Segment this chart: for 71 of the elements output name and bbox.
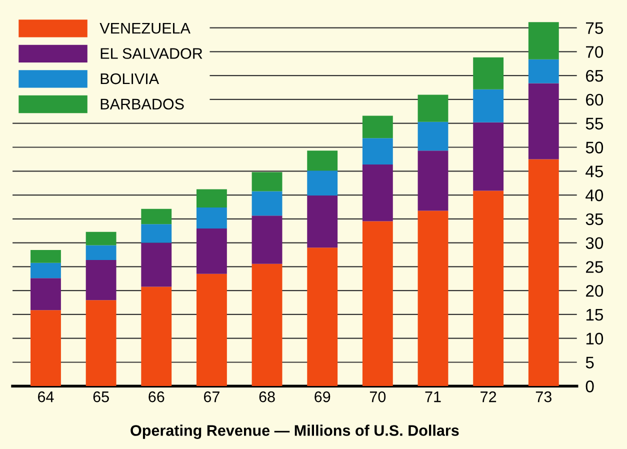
y-tick-label: 65 [586, 70, 604, 82]
y-tick-label: 60 [586, 94, 604, 106]
x-tick-label: 67 [204, 391, 220, 402]
bar [252, 172, 282, 192]
bar [86, 245, 116, 260]
y-tick-label: 75 [586, 22, 604, 34]
x-tick-label: 64 [38, 391, 54, 402]
legend-label: BOLIVIA [100, 73, 160, 84]
bar [141, 286, 172, 386]
bar [252, 264, 282, 386]
bar [307, 170, 338, 196]
y-tick-label: 15 [586, 309, 604, 321]
bar [362, 116, 393, 138]
legend-label: BARBADOS [100, 98, 184, 110]
x-tick-label: 68 [259, 391, 275, 402]
bar [528, 83, 559, 160]
bar [473, 89, 504, 122]
y-tick-label: 40 [586, 189, 604, 202]
y-tick-label: 30 [586, 237, 604, 250]
y-tick-label: 5 [586, 356, 594, 368]
bar [307, 248, 338, 386]
bar [307, 150, 338, 171]
bar [473, 122, 504, 191]
x-tick-label: 71 [425, 392, 441, 402]
x-tick-label: 73 [536, 391, 552, 402]
legend-label: VENEZUELA [100, 22, 190, 34]
bar [362, 221, 393, 386]
bar [418, 94, 448, 122]
bar [473, 57, 504, 90]
bar [30, 278, 61, 310]
y-tick-label: 70 [586, 46, 604, 58]
y-tick-label: 0 [586, 380, 594, 392]
bar [86, 232, 116, 246]
bar [30, 310, 61, 386]
bar [528, 159, 559, 386]
bar [473, 190, 504, 386]
x-tick-label: 69 [314, 391, 330, 402]
bar [141, 242, 172, 287]
bar [362, 164, 393, 222]
y-tick-label: 55 [586, 118, 604, 130]
bar [196, 189, 227, 208]
x-tick-label: 72 [480, 391, 496, 402]
y-tick-label: 45 [586, 166, 604, 178]
bar [196, 207, 227, 228]
bar [86, 260, 116, 300]
bar [30, 250, 61, 263]
bar [252, 216, 282, 264]
bar [528, 59, 559, 84]
bar [418, 210, 448, 386]
bar [141, 208, 172, 224]
y-tick-label: 25 [586, 261, 604, 273]
legend-label: EL SALVADOR [100, 48, 202, 59]
bar [196, 274, 227, 386]
y-tick-label: 50 [586, 142, 604, 154]
bar [252, 191, 282, 216]
y-tick-label: 35 [586, 213, 604, 226]
bar [196, 228, 227, 274]
bar [86, 300, 116, 386]
bar [362, 138, 393, 164]
bar [141, 224, 172, 243]
x-tick-label: 65 [93, 391, 109, 402]
x-tick-label: 66 [148, 391, 164, 402]
x-tick-label: 70 [370, 391, 386, 402]
x-axis-title: Operating Revenue — Millions of U.S. Dollars [130, 424, 459, 439]
bar [307, 196, 338, 248]
y-tick-label: 20 [586, 284, 604, 297]
bar [418, 150, 448, 211]
y-tick-label: 10 [586, 332, 604, 345]
bar [528, 22, 559, 60]
bar [418, 122, 448, 151]
bar [30, 262, 61, 278]
